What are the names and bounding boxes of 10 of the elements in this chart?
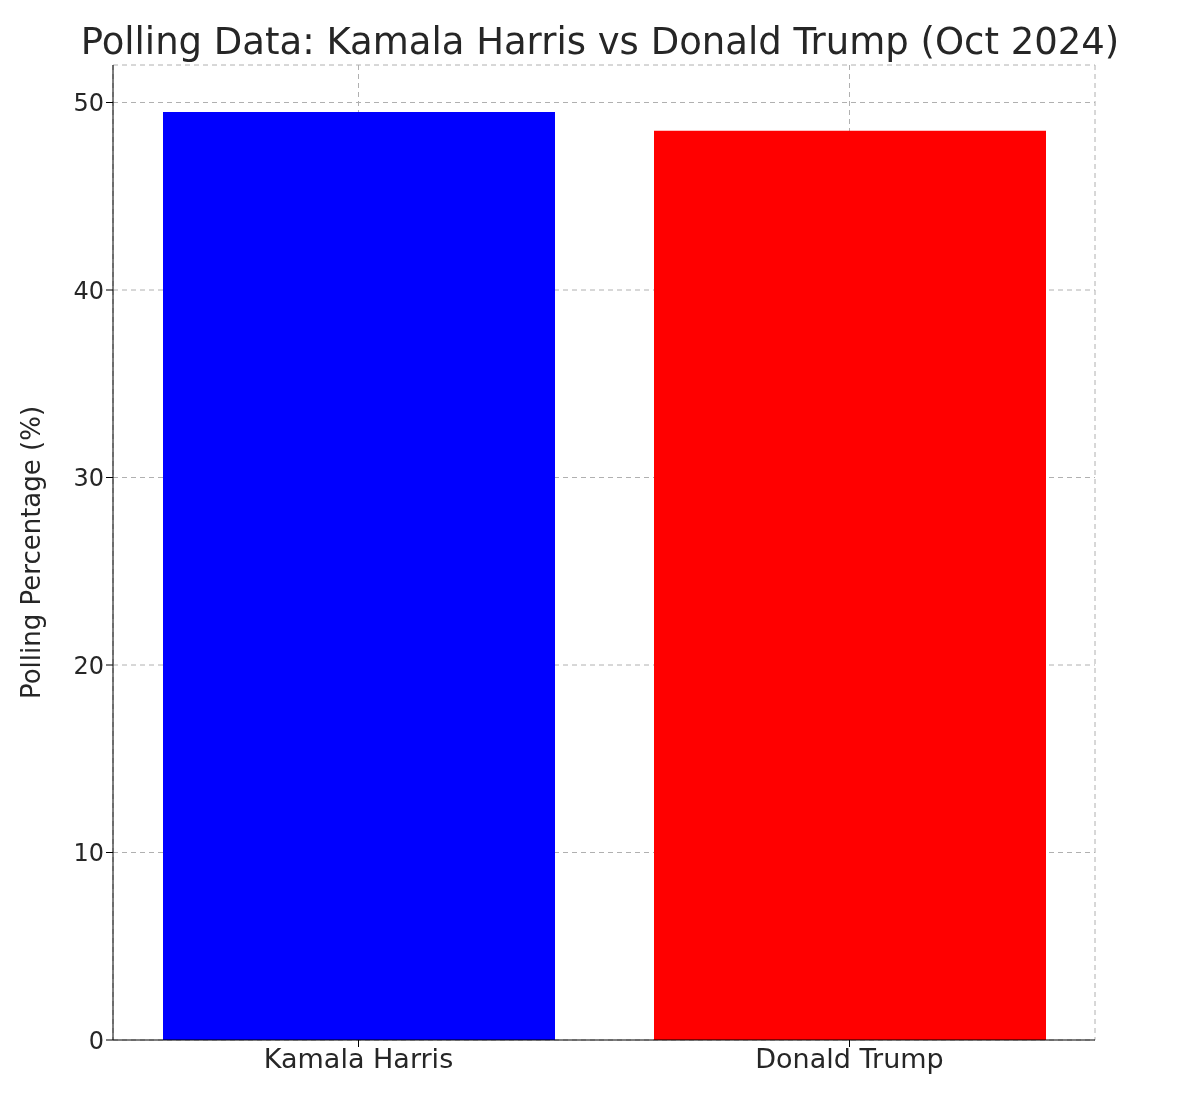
chart-title: Polling Data: Kamala Harris vs Donald Trump (Oct 2024)	[79, 20, 1121, 63]
y-axis-title: Polling Percentage (%)	[16, 405, 47, 700]
y-tick-label: 0	[88, 1026, 104, 1055]
x-tick-label: Donald Trump	[755, 1043, 944, 1075]
y-tick-label: 20	[73, 651, 104, 680]
y-tick-label: 50	[73, 89, 104, 118]
x-tick-label: Kamala Harris	[263, 1043, 454, 1075]
y-tick-label: 30	[73, 464, 104, 493]
y-tick-label: 40	[73, 276, 104, 305]
y-tick-label: 10	[73, 839, 104, 868]
